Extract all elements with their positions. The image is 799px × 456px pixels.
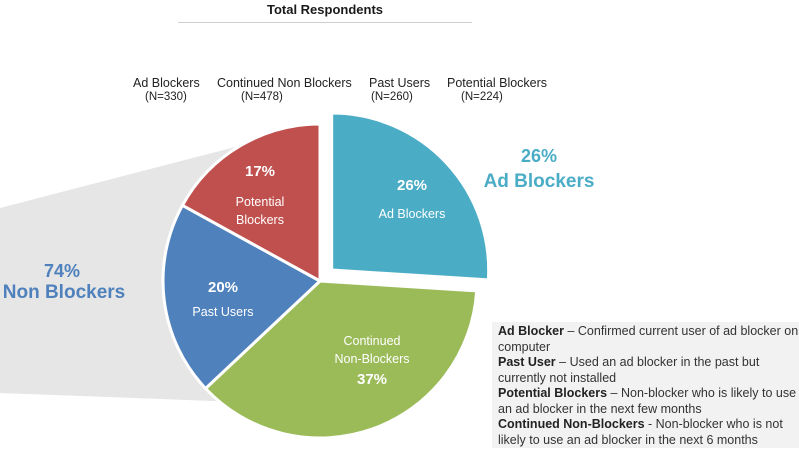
group-label-continued-non-blockers: Continued Non Blockers (N=478) bbox=[217, 76, 352, 104]
definition-continued-non-blockers: Continued Non-Blockers - Non-blocker who… bbox=[498, 417, 783, 447]
slice-label-potential-blockers: 17% Potential Blockers bbox=[210, 163, 310, 229]
group-name: Continued Non Blockers bbox=[217, 76, 352, 90]
slice-percent: 37% bbox=[356, 371, 388, 388]
non-blockers-label: Non Blockers bbox=[2, 282, 126, 303]
group-name: Potential Blockers bbox=[447, 76, 548, 90]
pie-slice-potential-blockers bbox=[180, 122, 322, 283]
pie-slices bbox=[161, 111, 491, 440]
slice-label-past-users: 20% Past Users bbox=[163, 279, 283, 321]
pie-slice-ad-blockers bbox=[330, 111, 491, 282]
definition-past-user: Past User – Used an ad blocker in the pa… bbox=[498, 355, 760, 385]
definition-potential-blockers: Potential Blockers – Non-blocker who is … bbox=[498, 386, 797, 416]
group-count: (N=478) bbox=[241, 91, 283, 103]
slice-name-line2: Non-Blockers bbox=[334, 352, 410, 366]
chart-title: Total Respondents bbox=[266, 2, 384, 17]
non-blockers-percent: 74% bbox=[43, 261, 81, 281]
slice-percent: 17% bbox=[244, 163, 276, 180]
group-count: (N=260) bbox=[371, 91, 413, 103]
title-underline bbox=[178, 22, 472, 23]
group-name: Ad Blockers bbox=[133, 76, 200, 90]
definitions-box: Ad Blocker – Confirmed current user of a… bbox=[492, 322, 799, 448]
group-label-past-users: Past Users (N=260) bbox=[369, 76, 430, 104]
slice-percent: 26% bbox=[396, 177, 428, 194]
ad-blockers-summary-percent: 26% bbox=[520, 146, 558, 166]
group-label-potential-blockers: Potential Blockers (N=224) bbox=[447, 76, 547, 104]
group-count: (N=224) bbox=[461, 91, 503, 103]
slice-label-ad-blockers: 26% Ad Blockers bbox=[352, 177, 472, 223]
group-count: (N=330) bbox=[145, 91, 187, 103]
slice-percent: 20% bbox=[207, 279, 239, 296]
slice-name: Ad Blockers bbox=[378, 207, 446, 221]
slice-name-line1: Continued bbox=[343, 334, 401, 348]
slice-name-line2: Blockers bbox=[236, 213, 284, 227]
group-label-ad-blockers: Ad Blockers (N=330) bbox=[133, 76, 200, 104]
pie-slice-continued-non-blockers bbox=[204, 279, 479, 440]
pie-slice-past-users bbox=[161, 203, 322, 390]
slice-name-line1: Potential bbox=[235, 195, 285, 209]
group-name: Past Users bbox=[369, 76, 431, 90]
slice-label-continued-non-blockers: Continued Non-Blockers 37% bbox=[312, 332, 432, 389]
definition-ad-blocker: Ad Blocker – Confirmed current user of a… bbox=[498, 324, 799, 354]
slice-name: Past Users bbox=[192, 305, 254, 319]
ad-blockers-summary-label: Ad Blockers bbox=[483, 171, 595, 192]
